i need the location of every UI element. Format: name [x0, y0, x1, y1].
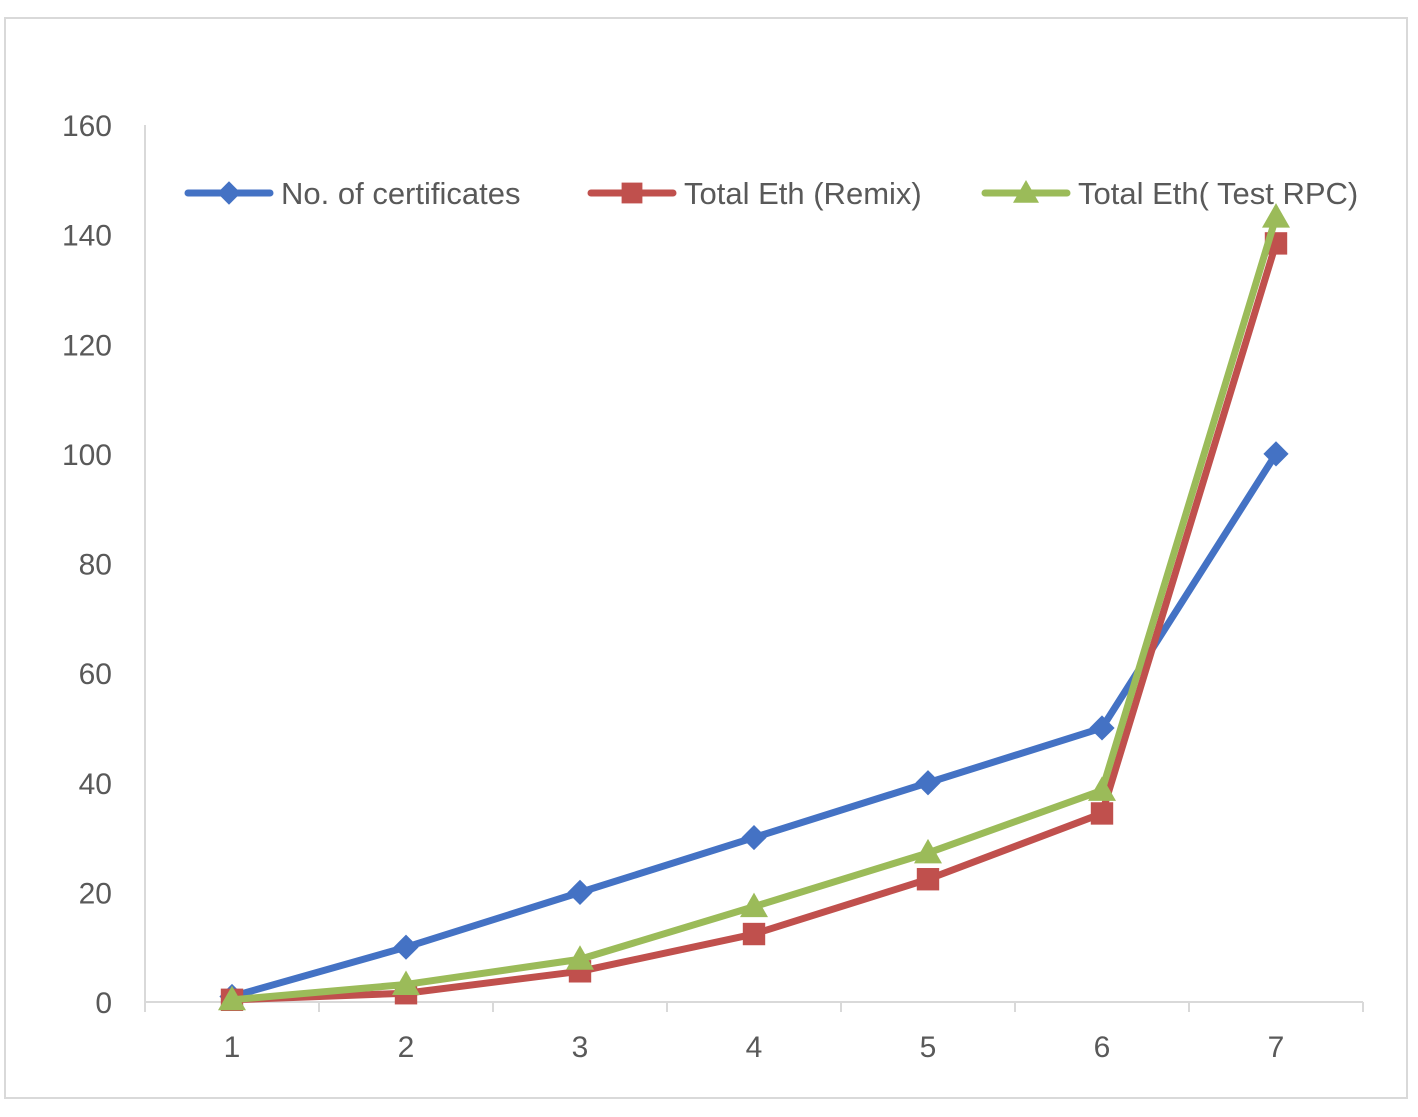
data-point [1089, 715, 1115, 741]
legend-item: Total Eth( Test RPC) [981, 176, 1358, 211]
x-tick-label: 3 [572, 1031, 589, 1064]
data-point [392, 970, 420, 995]
y-tick-label: 40 [79, 768, 112, 801]
x-tick-label: 7 [1268, 1031, 1285, 1064]
legend-label: No. of certificates [281, 176, 520, 211]
x-axis: 1 2 3 4 5 6 7 [144, 1002, 1364, 1064]
legend-marker [621, 182, 643, 204]
data-point [1263, 441, 1289, 467]
legend-item: No. of certificates [184, 176, 520, 211]
x-tick-label: 4 [746, 1031, 763, 1064]
y-tick-label: 0 [95, 987, 112, 1020]
series-1 [219, 441, 1289, 1010]
x-tick-label: 2 [398, 1031, 415, 1064]
data-point [742, 922, 766, 946]
data-point [566, 945, 594, 970]
legend-label: Total Eth (Remix) [684, 176, 922, 211]
data-point [915, 770, 941, 796]
y-tick-label: 60 [79, 658, 112, 691]
data-point [218, 985, 246, 1011]
data-point [1090, 802, 1114, 825]
y-axis: 0 20 40 60 80 100 120 140 160 [62, 110, 112, 1020]
data-point [1088, 776, 1116, 801]
y-tick-label: 140 [62, 220, 112, 253]
data-point [914, 838, 942, 864]
y-tick-label: 100 [62, 439, 112, 472]
x-tick-label: 6 [1094, 1031, 1111, 1064]
y-tick-label: 120 [62, 329, 112, 362]
legend: No. of certificates Total Eth (Remix) Tota… [184, 176, 1358, 211]
data-point [567, 879, 593, 905]
data-point [916, 868, 940, 891]
legend-marker [1013, 180, 1039, 203]
series-layer [218, 203, 1290, 1012]
series-3 [218, 203, 1290, 1011]
data-point [1262, 203, 1290, 228]
y-tick-label: 20 [79, 877, 112, 910]
legend-marker [217, 181, 241, 205]
x-tick-label: 5 [920, 1031, 937, 1064]
x-tick-label: 1 [224, 1031, 241, 1064]
legend-item: Total Eth (Remix) [587, 176, 922, 211]
y-tick-label: 80 [79, 549, 112, 582]
data-point [740, 892, 768, 918]
legend-label: Total Eth( Test RPC) [1078, 176, 1358, 211]
data-point [741, 824, 767, 851]
data-point [393, 934, 419, 960]
y-tick-label: 160 [62, 110, 112, 143]
